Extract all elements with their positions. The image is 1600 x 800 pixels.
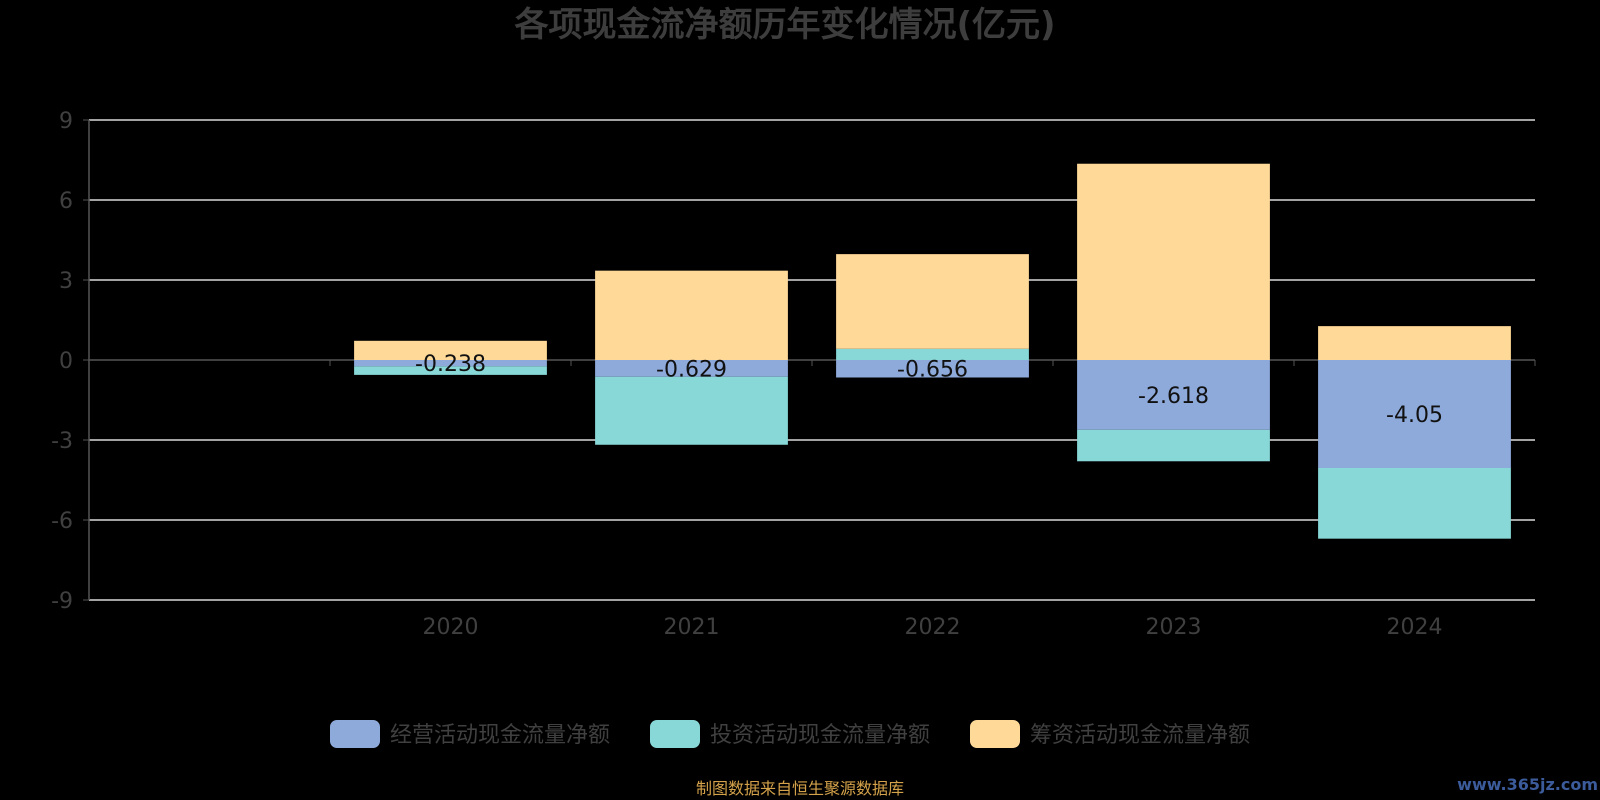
data-labels-layer: -0.238 -0.629 -0.656 -2.618 -4.05 — [415, 352, 1443, 428]
legend-swatch-1 — [650, 720, 700, 748]
grid-layer — [89, 119, 1535, 601]
legend: 经营活动现金流量净额 投资活动现金流量净额 筹资活动现金流量净额 — [330, 720, 1250, 748]
watermark: www.365jz.com — [1457, 775, 1598, 794]
bar-s2-2021 — [595, 270, 788, 360]
legend-label-0: 经营活动现金流量净额 — [390, 723, 610, 748]
bar-s2-2024 — [1318, 326, 1511, 360]
data-label-2024: -4.05 — [1386, 403, 1443, 428]
bar-s0-2024 — [1318, 360, 1511, 468]
bar-s1-2021 — [595, 376, 788, 445]
y-tick-label: -3 — [51, 429, 73, 454]
chart-title: 各项现金流净额历年变化情况(亿元) — [514, 5, 1055, 45]
x-category-label-2022: 2022 — [905, 615, 961, 640]
bar-s2-2020 — [354, 340, 547, 360]
bar-s0-2023 — [1077, 360, 1270, 430]
y-tick-label: 3 — [59, 269, 73, 294]
legend-swatch-0 — [330, 720, 380, 748]
y-tick-label: -6 — [51, 509, 73, 534]
x-category-label-2021: 2021 — [664, 615, 720, 640]
bar-s1-2022 — [836, 348, 1029, 360]
bar-s1-2023 — [1077, 429, 1270, 462]
bar-s0-2021 — [595, 360, 788, 377]
source-note: 制图数据来自恒生聚源数据库 — [696, 779, 904, 798]
x-category-label-2023: 2023 — [1146, 615, 1202, 640]
x-category-label-2024: 2024 — [1387, 615, 1443, 640]
bar-s2-2023 — [1077, 163, 1270, 360]
y-tick-label: 0 — [59, 349, 73, 374]
bar-s2-2022 — [836, 254, 1029, 349]
axis-layer: 9 6 3 0 -3 -6 -9 2020 2021 2022 2023 2024 — [51, 109, 1536, 640]
data-label-2020: -0.238 — [415, 352, 486, 377]
y-tick-label: 9 — [59, 109, 73, 134]
legend-label-2: 筹资活动现金流量净额 — [1030, 723, 1250, 748]
data-label-2023: -2.618 — [1138, 384, 1209, 409]
y-tick-label: 6 — [59, 189, 73, 214]
legend-swatch-2 — [970, 720, 1020, 748]
bar-s1-2020 — [354, 366, 547, 375]
data-label-2022: -0.656 — [897, 358, 968, 383]
x-category-label-2020: 2020 — [423, 615, 479, 640]
legend-label-1: 投资活动现金流量净额 — [710, 723, 930, 748]
data-label-2021: -0.629 — [656, 357, 727, 382]
y-tick-label: -9 — [51, 589, 73, 614]
bar-s1-2024 — [1318, 468, 1511, 539]
bars-layer — [354, 163, 1511, 539]
bar-s0-2020 — [354, 360, 547, 367]
bar-s0-2022 — [836, 360, 1029, 378]
